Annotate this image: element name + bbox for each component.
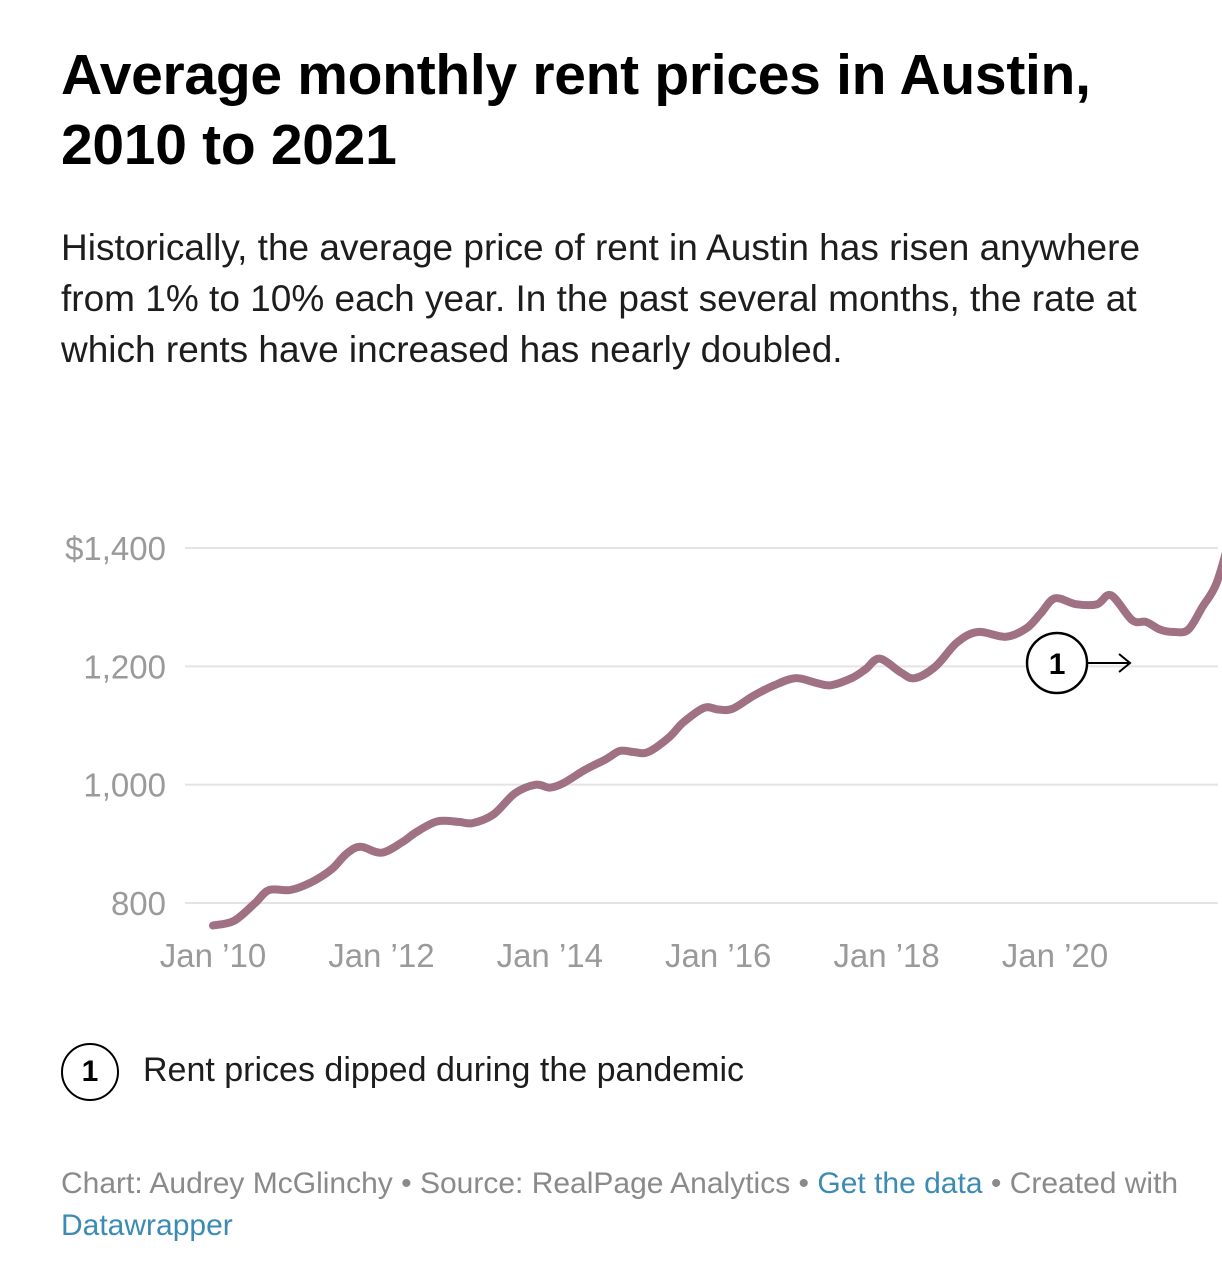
footer-separator: • <box>982 1167 1010 1200</box>
get-the-data-link[interactable]: Get the data <box>817 1167 983 1200</box>
annotation-1: 1 <box>1025 631 1132 695</box>
chart-subtitle: Historically, the average price of rent … <box>61 227 1141 370</box>
y-tick-label: $1,400 <box>65 530 166 567</box>
x-tick-label: Jan ’12 <box>328 937 434 974</box>
x-tick-label: Jan ’20 <box>1002 937 1108 974</box>
footer-separator: • <box>790 1167 818 1200</box>
x-tick-label: Jan ’14 <box>497 937 603 974</box>
x-tick-label: Jan ’10 <box>160 937 266 974</box>
annotation-legend: 1 Rent prices dipped during the pandemic <box>61 1043 1061 1103</box>
y-tick-label: 1,000 <box>83 767 166 804</box>
chart-footer: Chart: Audrey McGlinchy • Source: RealPa… <box>61 1163 1211 1247</box>
chart-title: Average monthly rent prices in Austin, 2… <box>61 43 1091 177</box>
y-tick-label: 1,200 <box>83 648 166 685</box>
annotation-arrow-head <box>1118 653 1132 673</box>
y-tick-label: 800 <box>111 885 166 922</box>
legend-marker-1: 1 <box>61 1043 119 1101</box>
footer-created-with: Created with <box>1009 1167 1179 1200</box>
footer-separator: • <box>392 1167 420 1200</box>
x-tick-label: Jan ’16 <box>665 937 771 974</box>
datawrapper-link[interactable]: Datawrapper <box>61 1209 233 1242</box>
annotation-marker-label: 1 <box>1049 648 1066 681</box>
footer-source: Source: RealPage Analytics <box>419 1167 791 1200</box>
rent-series-line <box>209 551 1222 930</box>
annotation-layer: 1 <box>1025 631 1132 695</box>
y-axis: $1,400 1,200 1,000 800 <box>65 530 166 922</box>
x-tick-label: Jan ’18 <box>833 937 939 974</box>
series-layer <box>209 551 1222 930</box>
footer-chart-credit: Chart: Audrey McGlinchy <box>61 1167 393 1200</box>
x-axis: Jan ’10 Jan ’12 Jan ’14 Jan ’16 Jan ’18 Jan ’… <box>160 937 1108 974</box>
legend-text-1: Rent prices dipped during the pandemic <box>143 1051 745 1089</box>
